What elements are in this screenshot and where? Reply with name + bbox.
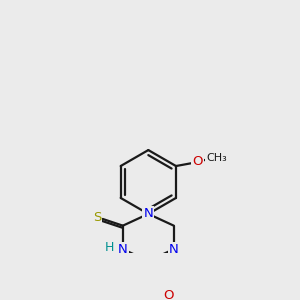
Text: CH₃: CH₃ bbox=[206, 153, 227, 163]
Text: S: S bbox=[93, 211, 101, 224]
Text: H: H bbox=[105, 241, 114, 254]
Text: O: O bbox=[193, 155, 203, 168]
Text: N: N bbox=[143, 207, 153, 220]
Text: O: O bbox=[163, 289, 174, 300]
Text: N: N bbox=[118, 243, 128, 256]
Text: N: N bbox=[169, 243, 179, 256]
